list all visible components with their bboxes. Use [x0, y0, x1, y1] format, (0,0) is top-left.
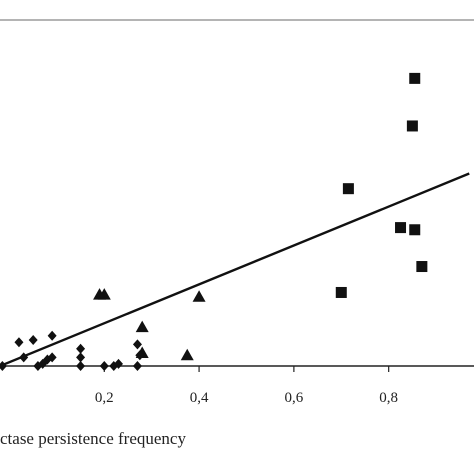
x-tick-label: 0,4: [190, 390, 209, 406]
x-tick-label: 0,6: [285, 390, 304, 406]
square-point: [343, 183, 354, 194]
square-point: [336, 287, 347, 298]
x-axis-title: ctase persistence frequency: [0, 429, 186, 448]
x-tick-label: 0,8: [379, 390, 398, 406]
x-tick-label: 0,2: [95, 390, 114, 406]
square-point: [395, 222, 406, 233]
square-point: [407, 120, 418, 131]
square-point: [409, 224, 420, 235]
square-point: [416, 261, 427, 272]
square-point: [409, 73, 420, 84]
